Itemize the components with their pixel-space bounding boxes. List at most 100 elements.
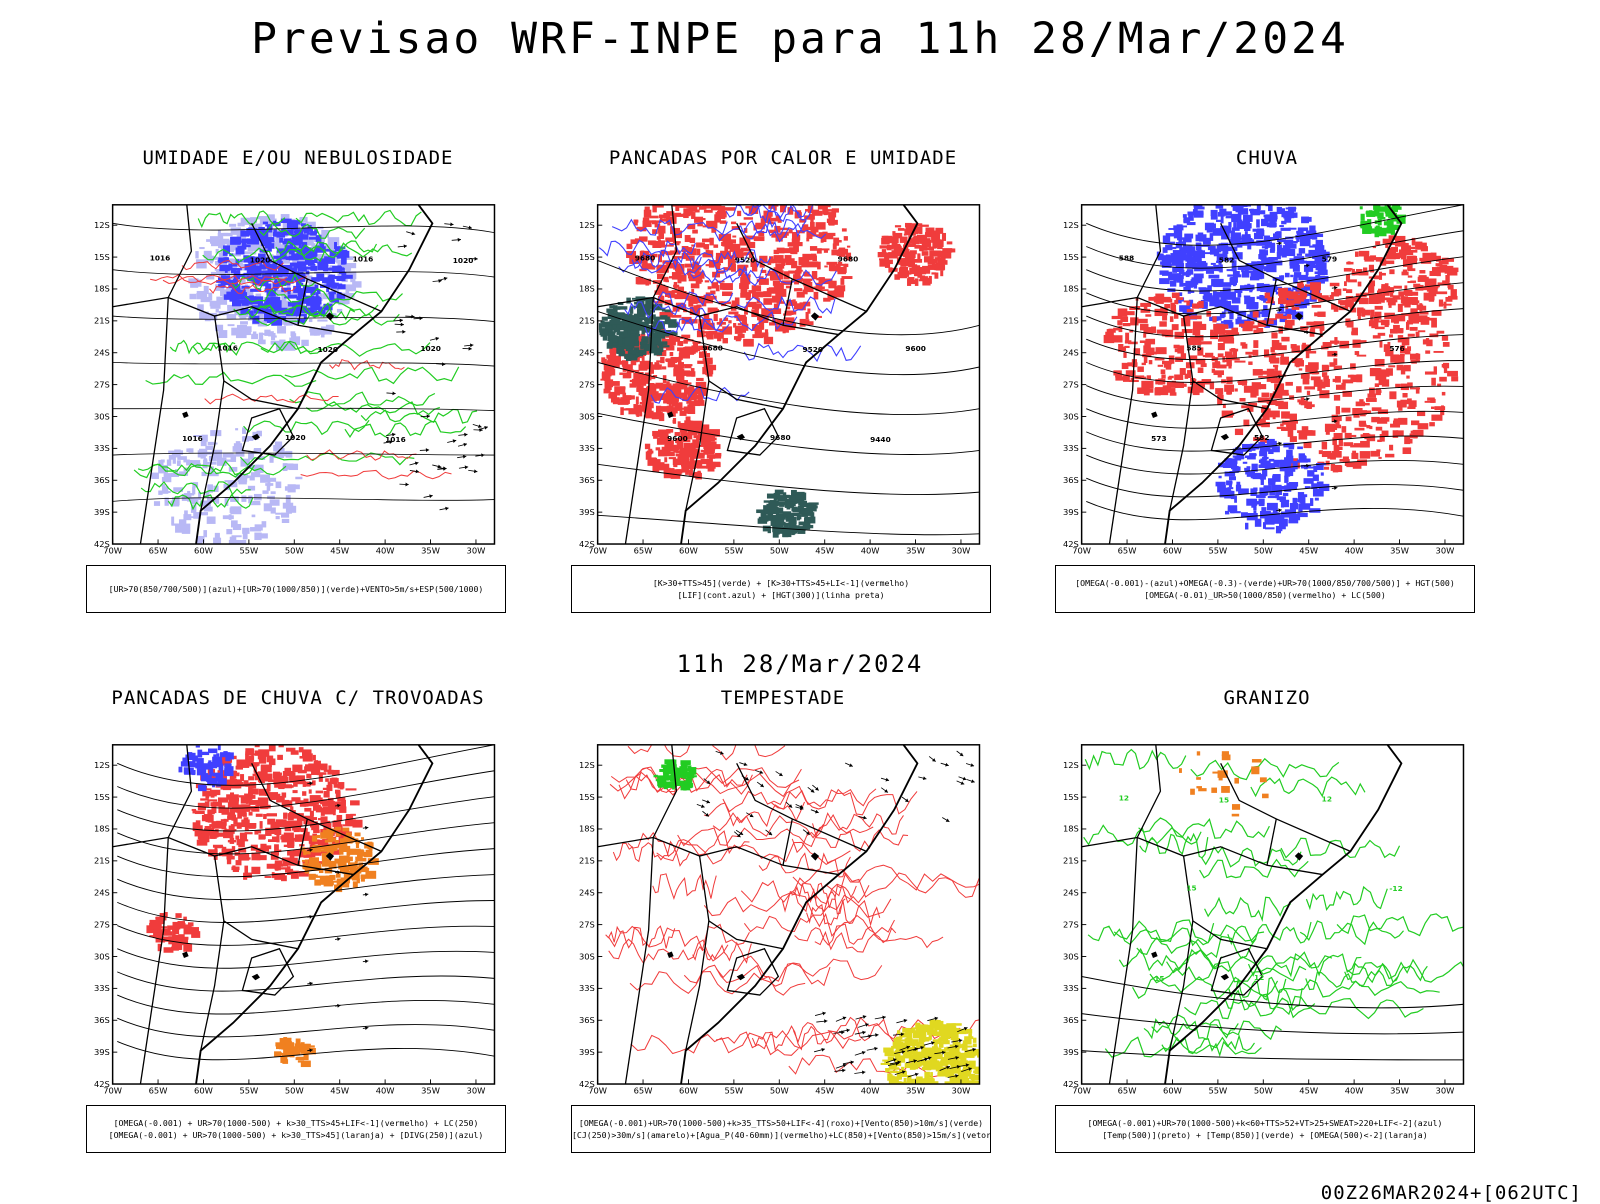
lat-tick-label: 30S [94, 951, 110, 961]
legend-box: [OMEGA(-0.001) + UR>70(1000-500) + k>30_… [86, 1105, 506, 1153]
panel-title: TEMPESTADE [548, 687, 1018, 709]
legend-line: [OMEGA(-0.001)+UR>70(1000-500)+k>35_TTS>… [572, 1117, 990, 1129]
contour-label: 15 [1186, 883, 1196, 892]
legend-line: [OMEGA(-0.001)-(azul)+OMEGA(-0.3)-(verde… [1056, 577, 1474, 589]
contour-label: 12 [1119, 793, 1129, 802]
lat-tick-label: 27S [94, 379, 110, 389]
lon-tick-label: 50W [770, 545, 789, 555]
contour-label: 9680 [702, 343, 723, 352]
lon-tick-label: 60W [1163, 545, 1182, 555]
lat-tick-label: 24S [94, 348, 110, 358]
lat-tick-label: 15S [94, 252, 110, 262]
legend-line: [Temp(500)](preto) + [Temp(850)](verde) … [1056, 1129, 1474, 1141]
lon-tick-label: 30W [1436, 545, 1455, 555]
lon-tick-label: 35W [1390, 545, 1409, 555]
lon-tick-label: 35W [906, 545, 925, 555]
contour-label: 1016 [150, 253, 171, 262]
contour-label: 1016 [385, 435, 406, 444]
lon-tick-label: 45W [330, 1085, 349, 1095]
lat-tick-label: 39S [94, 507, 110, 517]
contour-label: 1016 [217, 343, 238, 352]
lon-tick-label: 45W [815, 1085, 834, 1095]
lat-tick-label: 33S [579, 443, 595, 453]
contour-label: 9600 [905, 344, 926, 353]
lat-tick-label: 15S [579, 252, 595, 262]
lon-tick-label: 30W [952, 1085, 971, 1095]
lon-tick-label: 35W [1390, 1085, 1409, 1095]
lat-tick-label: 15S [1063, 252, 1079, 262]
lat-tick-label: 33S [1063, 443, 1079, 453]
lat-tick-label: 18S [579, 824, 595, 834]
lon-tick-label: 50W [770, 1085, 789, 1095]
weather-field [598, 735, 1018, 1097]
lon-tick-label: 55W [239, 1085, 258, 1095]
lat-tick-label: 18S [1063, 284, 1079, 294]
lon-tick-label: 35W [421, 545, 440, 555]
legend-box: [OMEGA(-0.001)+UR>70(1000-500)+k<60+TTS>… [1055, 1105, 1475, 1153]
contour-label: 12 [1322, 794, 1332, 803]
legend-line: [K>30+TTS>45](verde) + [K>30+TTS>45+LI<-… [572, 577, 990, 589]
contour-label: 582 [1219, 255, 1234, 264]
lon-tick-label: 45W [1299, 545, 1318, 555]
lat-tick-label: 33S [94, 443, 110, 453]
lat-tick-label: 21S [1063, 856, 1079, 866]
lat-tick-label: 39S [1063, 507, 1079, 517]
lat-tick-label: 24S [1063, 888, 1079, 898]
legend-line: [OMEGA(-0.001) + UR>70(1000-500) + k>30_… [87, 1129, 505, 1141]
contour-label: -12 [1389, 884, 1402, 893]
contour-label: 1020 [250, 255, 271, 264]
lon-tick-label: 70W [103, 545, 122, 555]
lat-tick-label: 36S [94, 1015, 110, 1025]
lat-tick-label: 18S [94, 284, 110, 294]
lon-tick-label: 70W [588, 545, 607, 555]
lat-tick-label: 21S [94, 316, 110, 326]
contour-label: 576 [1389, 344, 1404, 353]
contour-label: 9680 [770, 433, 791, 442]
lat-tick-label: 18S [1063, 824, 1079, 834]
lon-tick-label: 45W [1299, 1085, 1318, 1095]
lon-tick-label: 40W [376, 545, 395, 555]
lat-tick-label: 15S [579, 792, 595, 802]
lon-tick-label: 45W [815, 545, 834, 555]
lon-tick-label: 55W [1208, 1085, 1227, 1095]
lon-tick-label: 30W [467, 545, 486, 555]
legend-box: [K>30+TTS>45](verde) + [K>30+TTS>45+LI<-… [571, 565, 991, 613]
lon-tick-label: 50W [1254, 1085, 1273, 1095]
lat-tick-label: 15S [1063, 792, 1079, 802]
lon-tick-label: 50W [285, 1085, 304, 1095]
contour-label: 582 [1254, 433, 1269, 442]
lon-tick-label: 55W [724, 1085, 743, 1095]
contour-label: 9520 [735, 255, 756, 264]
contour-label: 1020 [420, 344, 441, 353]
lon-tick-label: 60W [679, 1085, 698, 1095]
lon-tick-label: 60W [1163, 1085, 1182, 1095]
lon-tick-label: 30W [1436, 1085, 1455, 1095]
lat-tick-label: 39S [1063, 1047, 1079, 1057]
lat-tick-label: 27S [579, 379, 595, 389]
lon-tick-label: 70W [588, 1085, 607, 1095]
lat-tick-label: 12S [579, 220, 595, 230]
contour-label: 573 [1151, 434, 1166, 443]
lat-tick-label: 30S [1063, 951, 1079, 961]
lon-tick-label: 40W [861, 1085, 880, 1095]
lon-tick-label: 40W [376, 1085, 395, 1095]
map-pancadas: 96809680968096809600960095209520944012S1… [548, 177, 1018, 557]
lon-tick-label: 35W [906, 1085, 925, 1095]
lat-tick-label: 30S [94, 411, 110, 421]
legend-line: [OMEGA(-0.001) + UR>70(1000-500) + k>30_… [87, 1117, 505, 1129]
lon-tick-label: 65W [634, 1085, 653, 1095]
lat-tick-label: 36S [579, 475, 595, 485]
lat-tick-label: 21S [579, 856, 595, 866]
main-title: Previsao WRF-INPE para 11h 28/Mar/2024 [0, 14, 1600, 64]
